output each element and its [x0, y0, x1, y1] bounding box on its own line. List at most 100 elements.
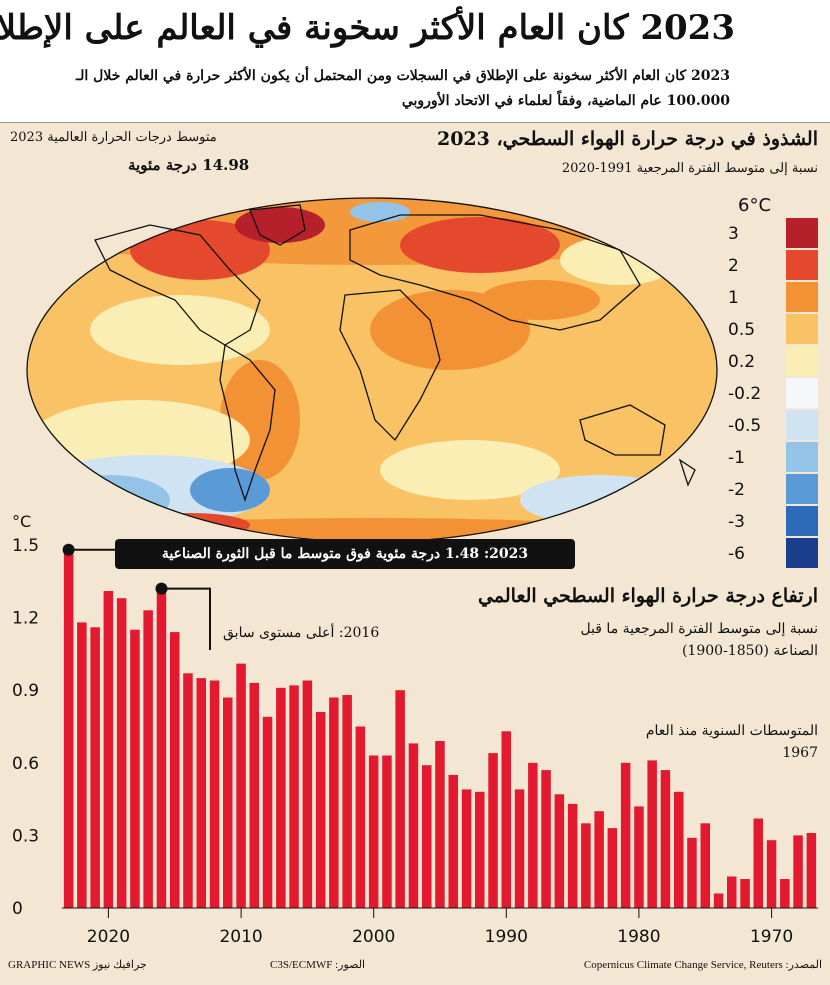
legend-swatch: [786, 442, 818, 472]
callout-2016-connector: [161, 587, 211, 650]
footer-credit: GRAPHIC NEWS جرافيك نيوز: [8, 959, 147, 971]
bar-2010: [236, 663, 246, 908]
legend-swatch: [786, 282, 818, 312]
bar-2000: [368, 755, 379, 908]
callout-2016-dot: [155, 582, 168, 595]
global-average-label: متوسط درجات الحرارة العالمية 2023: [10, 130, 217, 145]
legend-label: -0.5: [728, 416, 762, 436]
bar-2017: [143, 610, 153, 908]
bar-2003: [329, 697, 339, 908]
legend-label: 1: [728, 288, 739, 308]
y-tick-label: 1.5: [12, 536, 39, 556]
legend-label: 0.2: [728, 352, 756, 372]
bar-2005: [302, 680, 313, 908]
y-tick-label: 0.9: [12, 681, 39, 701]
page-title: 2023 كان العام الأكثر سخونة في العالم عل…: [0, 8, 735, 48]
bar-1983: [594, 811, 604, 908]
x-tick-label: 2000: [352, 927, 395, 947]
bar-2023: [63, 549, 74, 908]
bar-1989: [514, 789, 525, 908]
bar-1990: [501, 731, 511, 908]
bar-1997: [408, 743, 419, 908]
bar-1972: [740, 879, 750, 908]
page-subtitle: 2023 كان العام الأكثر سخونة على الإطلاق …: [76, 68, 730, 109]
bar-1981: [620, 762, 631, 908]
bar-2013: [196, 678, 206, 908]
bar-1982: [607, 828, 618, 908]
legend-label: 2: [728, 256, 739, 276]
global-average-value: 14.98 درجة مئوية: [128, 156, 250, 174]
bar-1988: [528, 762, 538, 908]
callout-2016: 2016: أعلى مستوى سابق: [223, 625, 380, 641]
legend-label: 0.5: [728, 320, 756, 340]
legend-swatch: [786, 410, 818, 440]
bar-1984: [581, 823, 591, 908]
bar-1994: [448, 774, 458, 908]
header-banner: 2023 كان العام الأكثر سخونة في العالم عل…: [0, 0, 830, 122]
bar-1980: [634, 806, 644, 908]
legend-unit: 6°C: [738, 195, 772, 216]
legend-label: -6: [728, 544, 745, 564]
bar-1995: [435, 741, 445, 908]
bar-2011: [223, 697, 233, 908]
bar-2004: [315, 712, 326, 908]
x-tick-label: 1980: [617, 927, 660, 947]
legend-swatch: [786, 346, 818, 376]
legend-label: -0.2: [728, 384, 762, 404]
legend-label: -3: [728, 512, 745, 532]
legend-swatch: [786, 314, 818, 344]
x-tick-label: 2020: [87, 927, 130, 947]
bar-1986: [554, 794, 565, 908]
x-tick-label: 2010: [219, 927, 262, 947]
bar-1992: [475, 791, 485, 908]
callout-2023-dot: [62, 543, 75, 556]
bar-2022: [77, 622, 87, 908]
bar-2016: [156, 588, 167, 908]
y-tick-label: 1.2: [12, 609, 39, 629]
bar-1979: [647, 760, 657, 908]
bar-1977: [674, 791, 684, 908]
bar-2001: [355, 726, 366, 908]
x-tick-label: 1970: [750, 927, 793, 947]
bar-1968: [793, 835, 803, 908]
bar-1975: [700, 823, 710, 908]
bar-2006: [289, 685, 299, 908]
legend-label: -2: [728, 480, 745, 500]
header-divider: [0, 122, 830, 123]
bar-2018: [130, 629, 140, 908]
bar-2015: [170, 632, 180, 908]
callout-2023: 2023: 1.48 درجة مئوية فوق متوسط ما قبل ا…: [115, 539, 575, 569]
bar-2007: [276, 687, 286, 908]
legend-swatch: [786, 250, 818, 280]
map-subtitle: نسبة إلى متوسط الفترة المرجعية 1991-2020: [561, 161, 818, 176]
chart-title: ارتفاع درجة حرارة الهواء السطحي العالمي: [478, 585, 818, 607]
bar-1970: [766, 840, 777, 908]
continent-outlines: [94, 204, 696, 503]
bar-1974: [713, 893, 724, 908]
bar-1978: [660, 770, 671, 908]
bar-2009: [249, 682, 259, 908]
bar-1993: [461, 789, 472, 908]
chart-subtitle: نسبة إلى متوسط الفترة المرجعية ما قبل ال…: [580, 621, 818, 659]
bar-1976: [687, 837, 697, 908]
map-title: الشذوذ في درجة حرارة الهواء السطحي، 2023: [436, 128, 818, 150]
bar-1998: [395, 690, 405, 908]
bar-2012: [209, 680, 220, 908]
bar-2019: [116, 598, 127, 908]
legend-swatch: [786, 218, 818, 248]
bar-1987: [541, 770, 551, 908]
legend-swatch: [786, 506, 818, 536]
x-tick-label: 1990: [485, 927, 528, 947]
y-tick-label: 0.6: [12, 754, 39, 774]
footer-source: المصدر: Copernicus Climate Change Servic…: [583, 959, 822, 971]
bar-2014: [183, 673, 193, 908]
footer-images-credit: الصور: C3S/ECMWF: [270, 959, 366, 971]
y-tick-label: 0.3: [12, 826, 39, 846]
bar-1999: [382, 755, 392, 908]
y-unit-label: °C: [12, 512, 31, 531]
bar-1971: [753, 818, 763, 908]
bar-1973: [727, 876, 737, 908]
bar-1996: [422, 765, 432, 908]
